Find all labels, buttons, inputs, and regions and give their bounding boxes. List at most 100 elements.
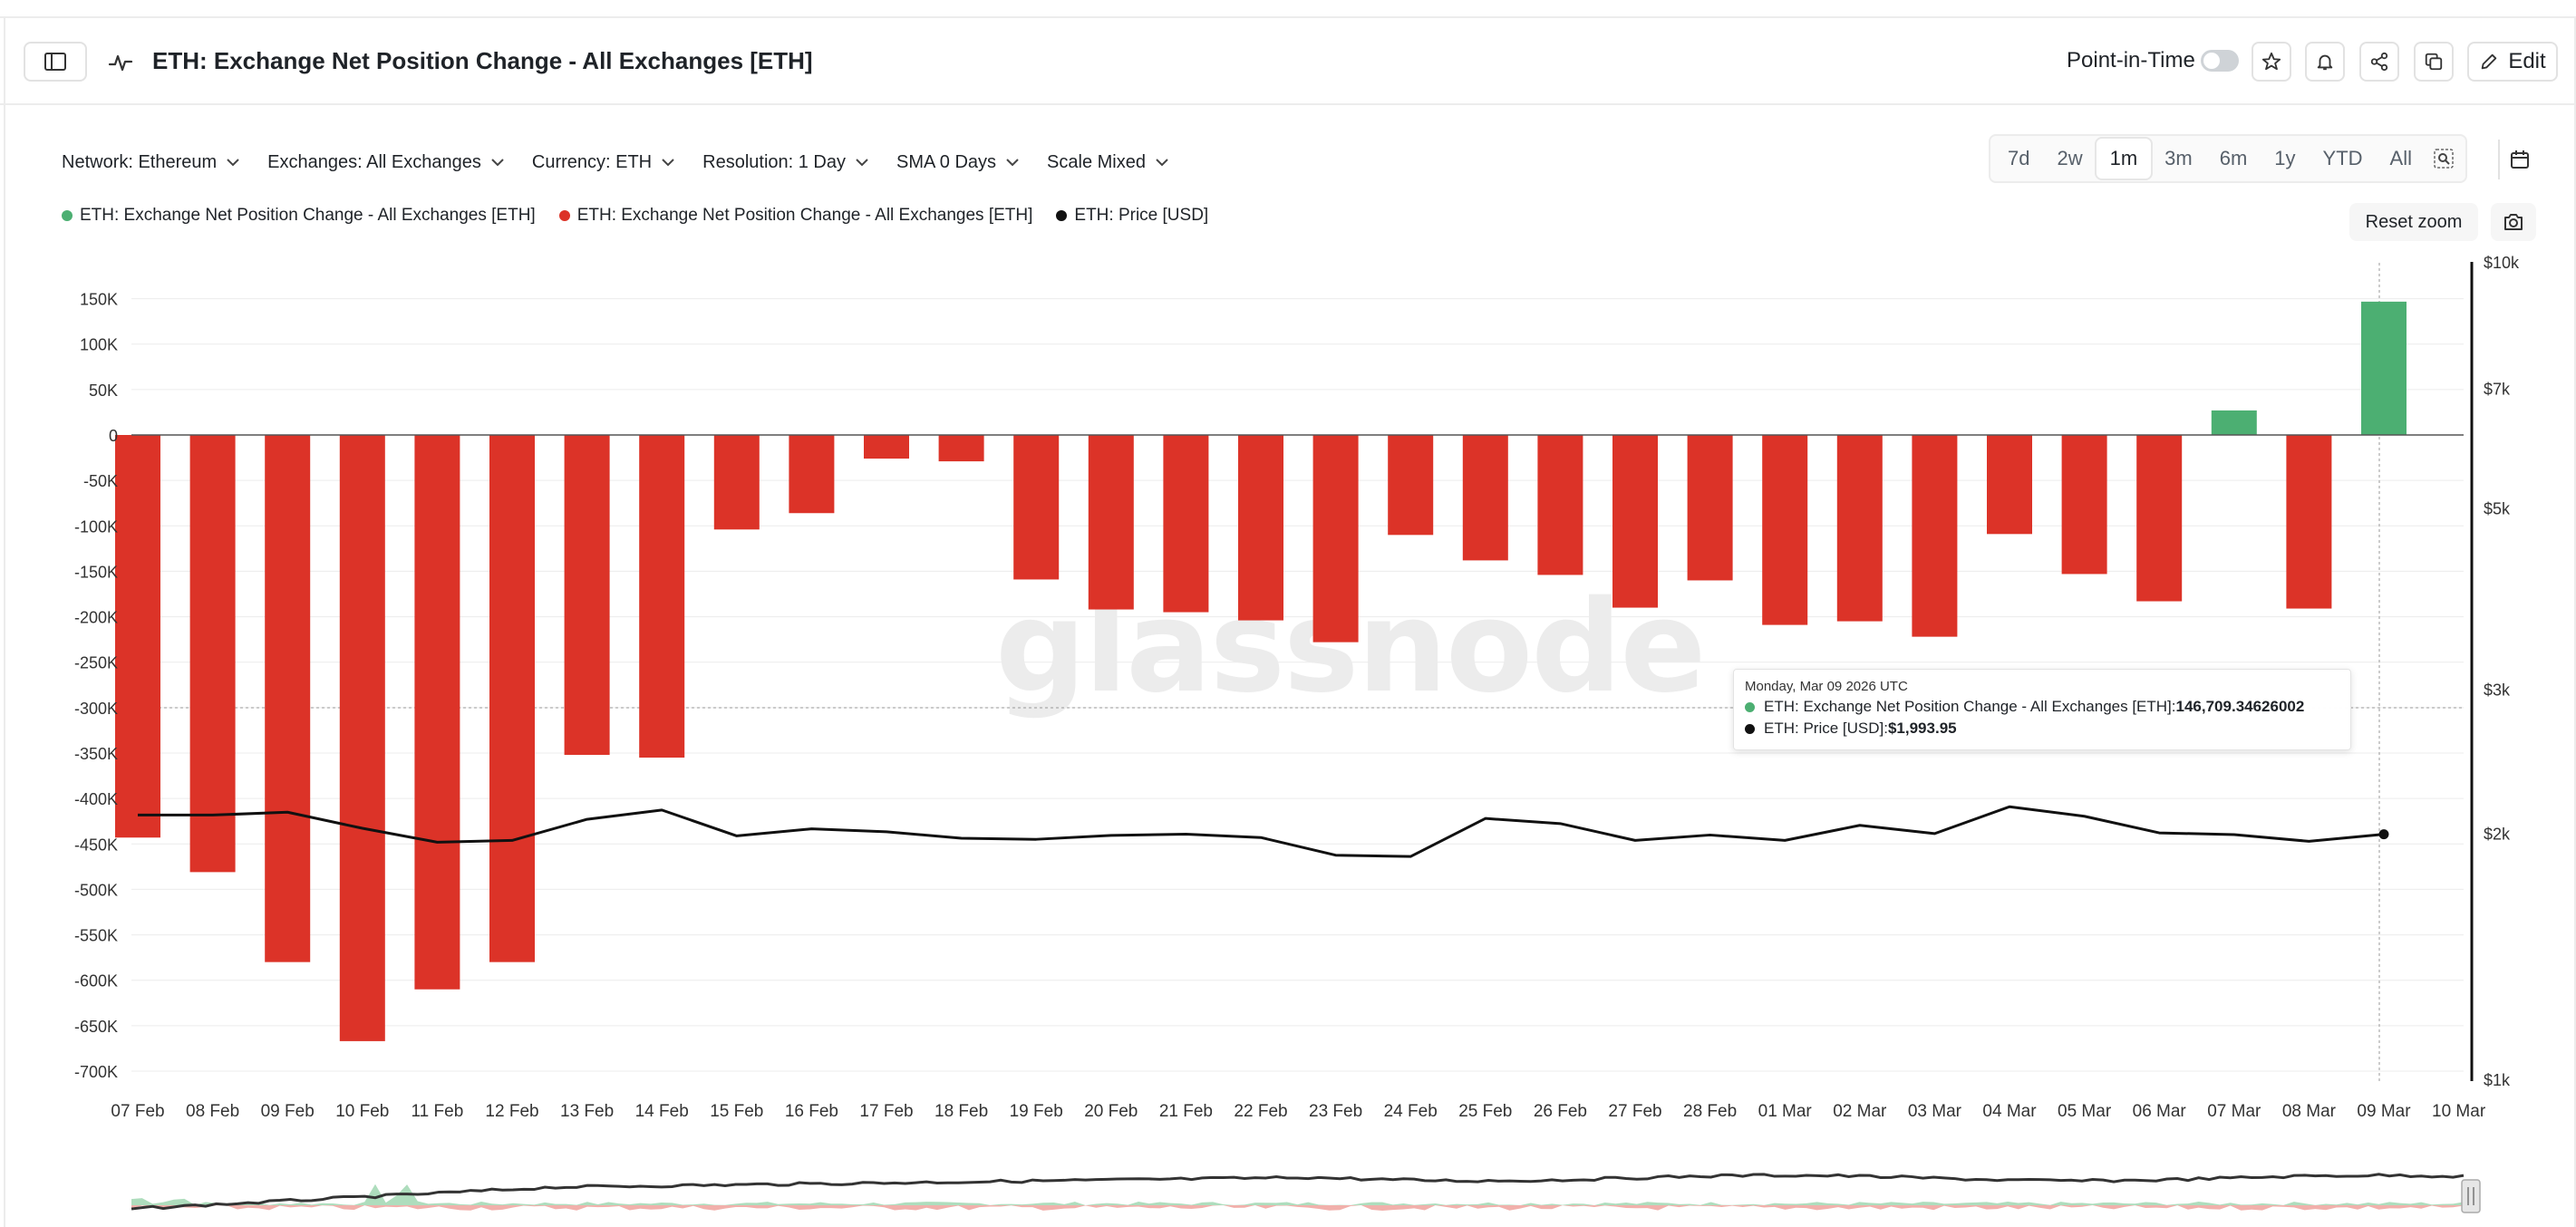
bar	[115, 435, 160, 838]
range-1y[interactable]: 1y	[2274, 147, 2296, 169]
range-all[interactable]: All	[2389, 147, 2412, 169]
bar	[713, 435, 760, 530]
screenshot-button[interactable]	[2491, 203, 2536, 241]
bar	[1013, 435, 1060, 580]
zoom-select-button[interactable]	[2426, 139, 2462, 179]
x-tick-label: 07 Mar	[2207, 1102, 2261, 1121]
network-dropdown-label: Network: Ethereum	[62, 152, 218, 172]
bar	[938, 435, 984, 462]
legend-label: ETH: Exchange Net Position Change - All …	[576, 206, 1033, 225]
legend-item-positive[interactable]: ETH: Exchange Net Position Change - All …	[62, 203, 536, 228]
scale-dropdown[interactable]: Scale Mixed	[1047, 147, 1169, 178]
network-dropdown[interactable]: Network: Ethereum	[62, 147, 240, 178]
bar	[1388, 435, 1434, 536]
y-right-tick-label: $1k	[2484, 1071, 2511, 1089]
edit-button[interactable]: Edit	[2467, 42, 2558, 82]
bar	[1163, 435, 1209, 613]
share-button[interactable]	[2359, 42, 2399, 82]
y-right-tick-label: $10k	[2484, 254, 2520, 272]
favorite-button[interactable]	[2252, 42, 2291, 82]
x-tick-label: 16 Feb	[785, 1102, 838, 1121]
range-6m[interactable]: 6m	[2219, 147, 2248, 169]
chart-tooltip: Monday, Mar 09 2026 UTC ETH: Exchange Ne…	[1733, 669, 2351, 750]
x-tick-label: 01 Mar	[1758, 1102, 1813, 1121]
sidebar-toggle-button[interactable]	[24, 42, 87, 82]
tooltip-dot	[1745, 723, 1755, 734]
tooltip-row-netflow: ETH: Exchange Net Position Change - All …	[1745, 697, 2339, 717]
sma-dropdown[interactable]: SMA 0 Days	[896, 147, 1020, 178]
time-range-selector: 7d 2w 1m 3m 6m 1y YTD All	[1989, 134, 2467, 183]
tooltip-series2-label: ETH: Price [USD]:	[1764, 720, 1888, 737]
y-left-tick-label: -700K	[74, 1063, 118, 1081]
navigator-negative-area	[131, 1205, 2464, 1211]
bar	[2061, 435, 2107, 575]
range-3m[interactable]: 3m	[2164, 147, 2193, 169]
bar	[189, 435, 236, 873]
legend-label: ETH: Exchange Net Position Change - All …	[80, 206, 536, 225]
bar	[1088, 435, 1134, 610]
exchanges-dropdown[interactable]: Exchanges: All Exchanges	[267, 147, 505, 178]
resolution-dropdown[interactable]: Resolution: 1 Day	[702, 147, 869, 178]
x-tick-label: 19 Feb	[1010, 1102, 1063, 1121]
bar	[1987, 435, 2032, 535]
calendar-icon	[2511, 150, 2529, 169]
currency-dropdown[interactable]: Currency: ETH	[532, 147, 675, 178]
x-tick-label: 13 Feb	[560, 1102, 614, 1121]
y-left-tick-label: -500K	[74, 881, 118, 899]
tooltip-series1-label: ETH: Exchange Net Position Change - All …	[1764, 698, 2176, 715]
axis-layer: 150K 100K 50K 0 -50K -100K -150K -200K -250K -300…	[74, 254, 2520, 1121]
x-tick-label: 08 Mar	[2282, 1102, 2337, 1121]
sidebar-icon	[44, 53, 66, 71]
resolution-dropdown-label: Resolution: 1 Day	[702, 152, 846, 172]
y-left-tick-label: -50K	[83, 472, 118, 490]
x-tick-label: 08 Feb	[186, 1102, 239, 1121]
y-left-tick-label: -450K	[74, 836, 118, 854]
x-tick-label: 09 Mar	[2357, 1102, 2411, 1121]
navigator-handle	[2461, 1179, 2481, 1213]
bar-layer	[115, 301, 2407, 1041]
x-tick-label: 06 Mar	[2133, 1102, 2187, 1121]
navigator-layer	[131, 1173, 2481, 1213]
y-right-tick-label: $3k	[2484, 681, 2511, 700]
chevron-down-icon	[662, 159, 674, 167]
bar	[789, 435, 835, 514]
bar	[2211, 410, 2257, 435]
point-in-time-toggle[interactable]	[2201, 50, 2239, 72]
duplicate-button[interactable]	[2414, 42, 2454, 82]
tooltip-row-price: ETH: Price [USD]: $1,993.95	[1745, 719, 2339, 739]
chart-header: ETH: Exchange Net Position Change - All …	[0, 18, 2576, 105]
range-2w[interactable]: 2w	[2057, 147, 2083, 169]
content-frame	[4, 18, 2576, 1227]
legend-item-price[interactable]: ETH: Price [USD]	[1056, 203, 1208, 228]
y-left-tick-label: -350K	[74, 745, 118, 763]
range-7d[interactable]: 7d	[2008, 147, 2030, 169]
price-last-point	[2378, 829, 2389, 840]
x-tick-label: 17 Feb	[859, 1102, 913, 1121]
y-left-tick-label: -200K	[74, 609, 118, 627]
y-left-tick-label: -550K	[74, 927, 118, 945]
share-icon	[2370, 52, 2388, 72]
x-tick-label: 02 Mar	[1833, 1102, 1887, 1121]
x-tick-label: 28 Feb	[1683, 1102, 1737, 1121]
legend-item-negative[interactable]: ETH: Exchange Net Position Change - All …	[558, 203, 1033, 228]
x-tick-label: 24 Feb	[1384, 1102, 1438, 1121]
bar	[1537, 435, 1583, 575]
legend-dot	[1056, 210, 1068, 221]
x-tick-label: 09 Feb	[261, 1102, 315, 1121]
y-right-tick-label: $5k	[2484, 500, 2511, 518]
date-picker-button[interactable]	[2498, 140, 2540, 179]
navigator-price-line	[131, 1173, 2465, 1211]
range-ytd[interactable]: YTD	[2322, 147, 2363, 169]
range-1m[interactable]: 1m	[2096, 139, 2152, 179]
price-series-line	[138, 805, 2385, 858]
x-tick-label: 07 Feb	[111, 1102, 164, 1121]
chevron-down-icon	[227, 159, 239, 167]
bar	[864, 435, 909, 459]
star-icon	[2261, 52, 2281, 71]
page-title: ETH: Exchange Net Position Change - All …	[152, 47, 813, 74]
bar	[564, 435, 610, 756]
chart-legend: ETH: Exchange Net Position Change - All …	[62, 203, 1232, 228]
reset-zoom-button[interactable]: Reset zoom	[2349, 203, 2478, 241]
alert-button[interactable]	[2305, 42, 2345, 82]
